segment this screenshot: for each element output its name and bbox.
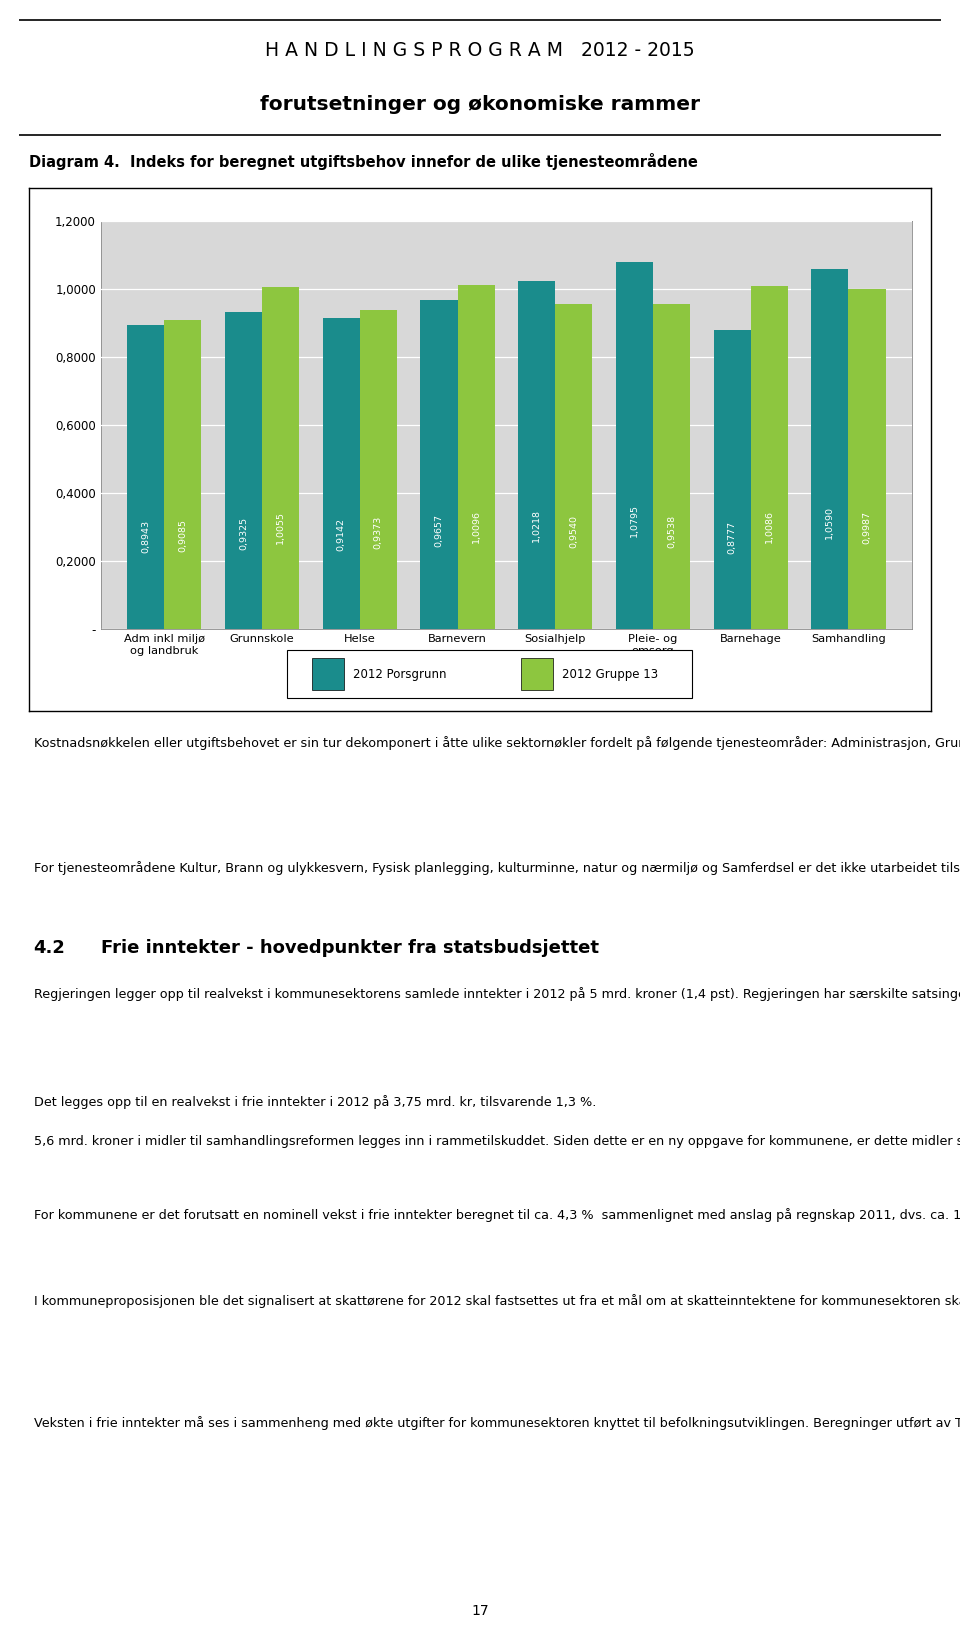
Text: 0,9085: 0,9085 — [179, 518, 187, 552]
Text: I kommuneproposisjonen ble det signalisert at skattørene for 2012 skal fastsette: I kommuneproposisjonen ble det signalise… — [34, 1294, 960, 1309]
Text: Regjeringen legger opp til realvekst i kommunesektorens samlede inntekter i 2012: Regjeringen legger opp til realvekst i k… — [34, 987, 960, 1002]
Bar — [555, 304, 592, 629]
Text: H A N D L I N G S P R O G R A M   2012 - 2015: H A N D L I N G S P R O G R A M 2012 - 2… — [265, 41, 695, 60]
Bar — [420, 301, 458, 629]
Text: 0,9142: 0,9142 — [337, 518, 346, 551]
Text: 4.2: 4.2 — [34, 940, 65, 958]
Text: Kostnadsnøkkelen eller utgiftsbehovet er sin tur dekomponert i åtte ulike sektor: Kostnadsnøkkelen eller utgiftsbehovet er… — [34, 735, 960, 750]
Bar — [225, 312, 262, 629]
Bar — [458, 286, 494, 629]
Text: 0,9373: 0,9373 — [373, 516, 383, 549]
Text: Diagram 4.  Indeks for beregnet utgiftsbehov innefor de ulike tjenesteområdene: Diagram 4. Indeks for beregnet utgiftsbe… — [29, 154, 698, 170]
Text: 1,0055: 1,0055 — [276, 510, 285, 544]
Bar — [521, 659, 553, 690]
Text: 2012 Gruppe 13: 2012 Gruppe 13 — [563, 668, 659, 680]
Bar — [312, 659, 344, 690]
Text: 17: 17 — [471, 1605, 489, 1618]
Text: 0,9987: 0,9987 — [862, 511, 872, 544]
Text: Det legges opp til en realvekst i frie inntekter i 2012 på 3,75 mrd. kr, tilsvar: Det legges opp til en realvekst i frie i… — [34, 1095, 596, 1109]
Bar — [713, 330, 751, 629]
Text: 0,9657: 0,9657 — [435, 515, 444, 547]
Bar — [616, 261, 653, 629]
Text: 2012 Porsgrunn: 2012 Porsgrunn — [353, 668, 446, 680]
Bar — [811, 268, 849, 629]
Bar — [287, 650, 692, 698]
Text: For kommunene er det forutsatt en nominell vekst i frie inntekter beregnet til c: For kommunene er det forutsatt en nomine… — [34, 1208, 960, 1222]
Text: 0,9325: 0,9325 — [239, 516, 248, 549]
Text: For tjenesteområdene Kultur, Brann og ulykkesvern, Fysisk planlegging, kulturmin: For tjenesteområdene Kultur, Brann og ul… — [34, 861, 960, 876]
Text: 5,6 mrd. kroner i midler til samhandlingsreformen legges inn i rammetilskuddet. : 5,6 mrd. kroner i midler til samhandling… — [34, 1134, 960, 1149]
Text: 0,8777: 0,8777 — [728, 521, 736, 554]
Bar — [751, 286, 788, 629]
Text: forutsetninger og økonomiske rammer: forutsetninger og økonomiske rammer — [260, 95, 700, 114]
Text: 1,0795: 1,0795 — [630, 505, 639, 538]
Bar — [262, 288, 300, 629]
Bar — [323, 319, 360, 629]
Text: 1,0096: 1,0096 — [471, 510, 481, 542]
Text: Veksten i frie inntekter må ses i sammenheng med økte utgifter for kommunesektor: Veksten i frie inntekter må ses i sammen… — [34, 1415, 960, 1430]
Text: 1,0218: 1,0218 — [532, 510, 541, 542]
Text: 0,8943: 0,8943 — [141, 520, 151, 552]
Bar — [127, 325, 164, 629]
Bar — [164, 320, 202, 629]
Bar — [360, 310, 396, 629]
Text: Frie inntekter - hovedpunkter fra statsbudsjettet: Frie inntekter - hovedpunkter fra statsb… — [101, 940, 599, 958]
Bar — [849, 289, 886, 629]
Text: 1,0590: 1,0590 — [826, 507, 834, 539]
Text: 1,0086: 1,0086 — [765, 510, 774, 542]
Text: 0,9538: 0,9538 — [667, 515, 676, 547]
Text: 0,9540: 0,9540 — [569, 515, 578, 547]
Bar — [653, 304, 690, 629]
Bar — [518, 281, 555, 629]
